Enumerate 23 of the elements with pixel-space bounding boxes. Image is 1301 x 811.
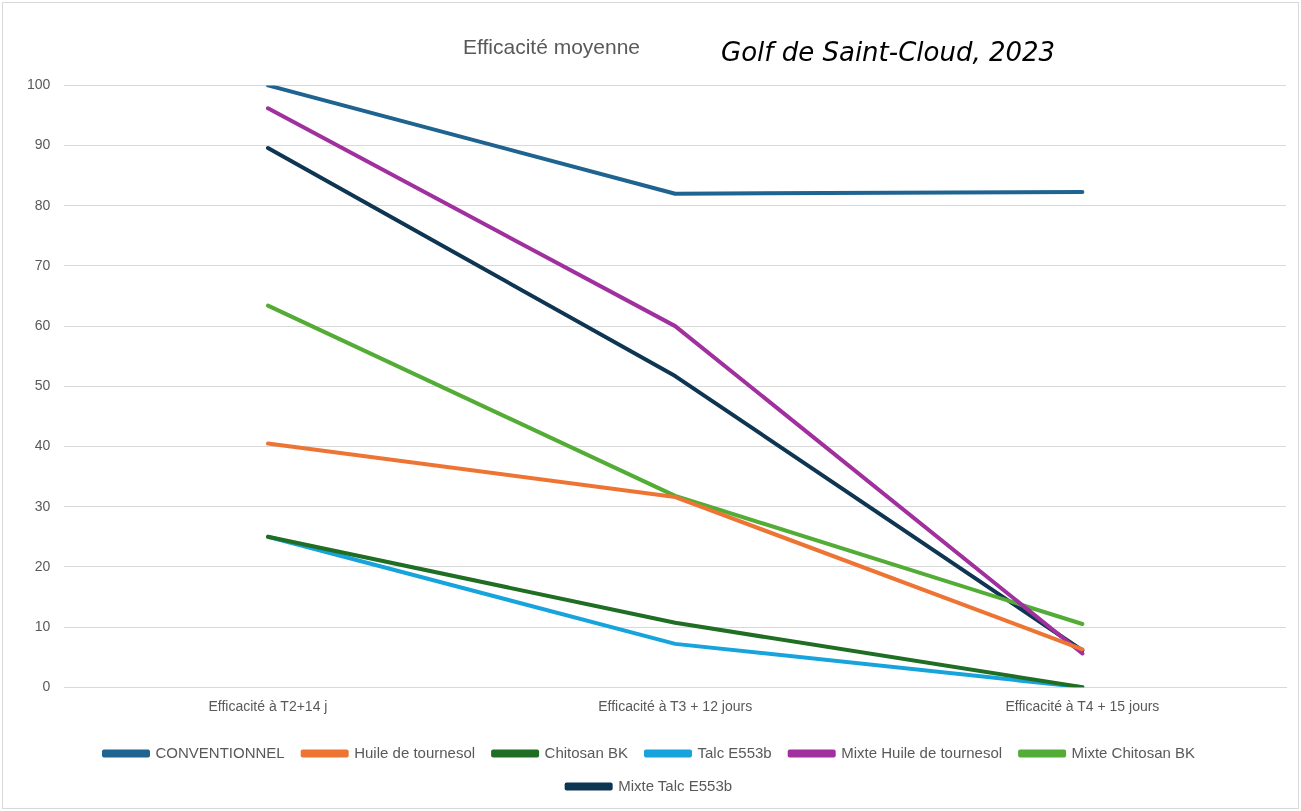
y-tick-label: 60	[34, 316, 51, 333]
legend-label: CONVENTIONNEL	[155, 743, 285, 761]
y-tick-label: 70	[34, 256, 51, 273]
chart-title: Efficacité moyenne	[463, 35, 641, 59]
legend-label: Chitosan BK	[544, 743, 628, 761]
legend-label: Huile de tournesol	[354, 743, 476, 761]
y-tick-label: 0	[42, 678, 51, 695]
y-tick-label: 100	[27, 76, 51, 93]
y-tick-label: 80	[34, 196, 51, 213]
x-tick-label: Efficacité à T4 + 15 jours	[1005, 698, 1160, 715]
legend-label: Mixte Talc E553b	[618, 776, 733, 794]
legend-label: Mixte Huile de tournesol	[841, 743, 1003, 761]
y-tick-label: 10	[34, 617, 51, 634]
x-tick-label: Efficacité à T3 + 12 jours	[598, 698, 753, 715]
y-tick-label: 30	[34, 497, 51, 514]
chart-subtitle: Golf de Saint-Cloud, 2023	[721, 37, 1056, 67]
y-tick-label: 50	[34, 377, 51, 394]
y-tick-label: 40	[34, 437, 51, 454]
y-tick-label: 20	[34, 557, 51, 574]
legend-label: Talc E553b	[697, 743, 772, 761]
y-tick-label: 90	[34, 136, 51, 153]
x-tick-label: Efficacité à T2+14 j	[208, 698, 328, 715]
legend-label: Mixte Chitosan BK	[1071, 743, 1195, 761]
